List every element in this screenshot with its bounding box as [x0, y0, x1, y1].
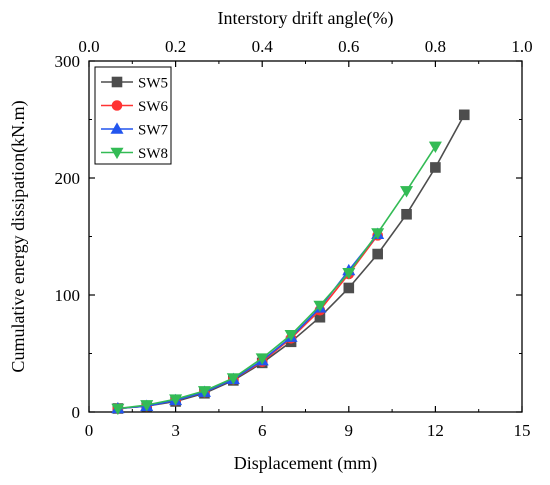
series-sw7 [111, 227, 385, 414]
data-point-sw8 [400, 186, 414, 198]
top-tick-label: 0.8 [425, 37, 446, 56]
top-tick-label: 0.6 [338, 37, 359, 56]
data-point-sw8 [140, 400, 154, 412]
data-point-sw8 [342, 267, 356, 280]
legend-box [94, 66, 172, 165]
legend-label-sw5: SW5 [138, 76, 168, 92]
y-tick-label: 300 [55, 52, 81, 71]
x-tick-label: 12 [427, 421, 444, 440]
y-tick-label: 0 [72, 403, 81, 422]
x-tick-label: 15 [514, 421, 531, 440]
x-tick-label: 6 [258, 421, 267, 440]
data-point-sw8 [226, 373, 240, 385]
data-point-sw8 [313, 300, 327, 313]
series-line-sw6 [117, 234, 379, 410]
legend-marker-sw6 [111, 100, 123, 111]
x-tick-label: 3 [171, 421, 180, 440]
y-axis-title: Cumulative energy dissipation(kN.m) [8, 100, 29, 372]
x-tick-label: 0 [85, 421, 94, 440]
data-point-sw8 [255, 353, 269, 365]
series-sw6 [112, 230, 383, 414]
x-axis-title: Displacement (mm) [234, 453, 377, 474]
y-tick-label: 100 [55, 286, 81, 305]
data-point-sw5 [401, 208, 412, 220]
series-line-sw8 [117, 145, 437, 410]
series-sw8 [111, 141, 442, 416]
data-point-sw8 [111, 403, 125, 416]
top-axis-title: Interstory drift angle(%) [218, 8, 394, 29]
data-point-sw8 [428, 141, 442, 154]
y-tick-label: 200 [55, 169, 81, 188]
legend-marker-sw5 [111, 76, 123, 88]
legend-label-sw6: SW6 [138, 99, 169, 115]
data-point-sw8 [197, 386, 211, 398]
top-tick-label: 1.0 [511, 37, 532, 56]
top-tick-label: 0.0 [78, 37, 99, 56]
legend-label-sw8: SW8 [138, 146, 168, 162]
data-point-sw8 [169, 394, 183, 406]
top-tick-label: 0.2 [165, 37, 186, 56]
x-tick-label: 9 [345, 421, 354, 440]
data-point-sw5 [343, 282, 355, 294]
data-point-sw5 [458, 109, 470, 121]
data-point-sw5 [372, 248, 383, 260]
legend-marker-sw7 [110, 122, 124, 134]
series-layer [111, 109, 470, 416]
axis-ticks: 0 3 6 9 12 15 0.0 0.2 0.4 0.6 0.8 1.0 0 100 200 300 [55, 37, 533, 440]
data-point-sw8 [284, 329, 298, 342]
legend-marker-sw8 [110, 147, 124, 160]
legend: SW5 SW6 SW7 SW8 [94, 66, 172, 165]
data-point-sw8 [371, 228, 385, 240]
series-line-sw7 [117, 233, 379, 410]
legend-label-sw7: SW7 [138, 123, 169, 139]
top-tick-label: 0.4 [252, 37, 274, 56]
data-point-sw5 [430, 162, 441, 173]
